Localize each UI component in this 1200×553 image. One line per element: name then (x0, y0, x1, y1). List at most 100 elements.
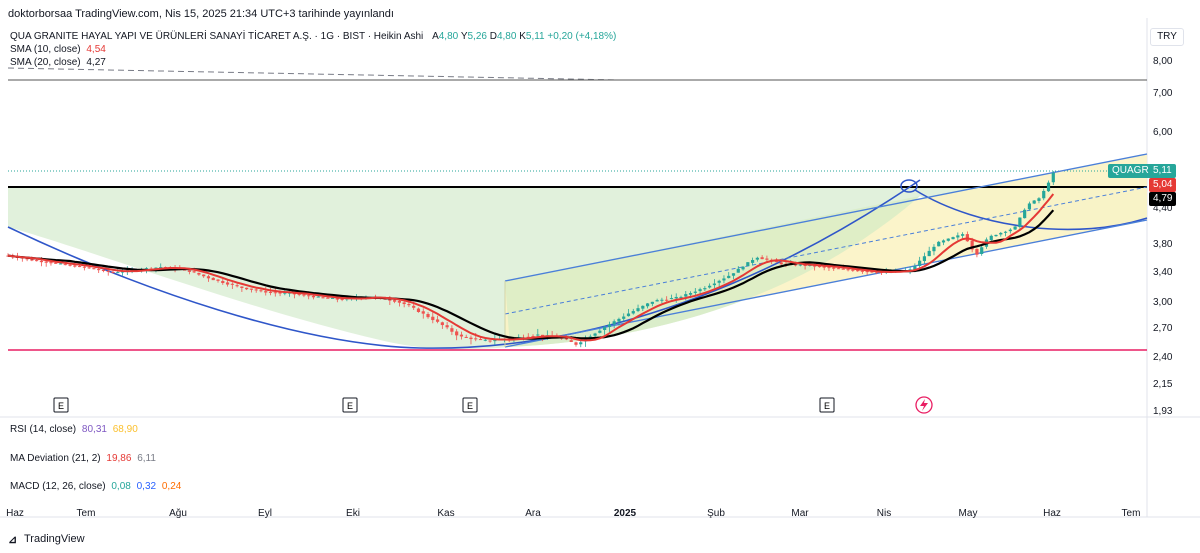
candle (1042, 190, 1046, 199)
candle (402, 302, 406, 305)
candle (493, 340, 497, 342)
candle (455, 331, 459, 336)
candle (1018, 217, 1022, 228)
macd-legend[interactable]: MACD (12, 26, close) 0,08 0,32 0,24 (10, 481, 181, 492)
candle (564, 338, 569, 340)
candle (159, 267, 163, 269)
channel-upper-line[interactable] (504, 153, 1148, 282)
candle (154, 267, 158, 269)
publish-info: doktorborsaa TradingView.com, Nis 15, 20… (8, 8, 394, 20)
time-tick-label: Tem (77, 508, 96, 519)
candle (1013, 226, 1017, 230)
candle (1023, 209, 1027, 219)
earnings-marker[interactable] (53, 397, 69, 413)
candle (674, 296, 678, 299)
candle (717, 280, 721, 283)
candle (698, 289, 702, 292)
candle (1051, 172, 1055, 183)
candle (846, 269, 850, 271)
cup-curve[interactable] (7, 179, 921, 349)
candle (865, 271, 869, 273)
candle (970, 240, 974, 250)
sma10-label: SMA (10, close) (10, 44, 81, 55)
candle (54, 262, 58, 264)
sma20-legend[interactable]: SMA (20, close) 4,27 (10, 57, 106, 68)
candle (860, 270, 864, 272)
rsi-legend[interactable]: RSI (14, close) 80,31 68,90 (10, 424, 138, 435)
macd-line-value: 0,32 (136, 481, 157, 492)
candle (779, 262, 783, 265)
earnings-marker[interactable] (819, 397, 835, 413)
candle (679, 296, 683, 298)
candle (330, 297, 335, 299)
candle (855, 270, 860, 272)
candle (612, 321, 616, 325)
madev-legend[interactable]: MA Deviation (21, 2) 19,86 6,11 (10, 453, 156, 464)
candle (1046, 182, 1051, 192)
candle (798, 264, 802, 266)
time-tick-label: Nis (877, 508, 891, 519)
candle (774, 261, 779, 263)
channel-lower-line[interactable] (504, 219, 1148, 348)
low-value: 4,80 (496, 31, 517, 42)
candle (225, 282, 230, 285)
candle (416, 308, 421, 313)
candle (264, 291, 268, 293)
candle (841, 268, 845, 270)
candle (273, 292, 277, 294)
macd-signal-value: 0,24 (161, 481, 182, 492)
rsi-ma-value: 68,90 (112, 424, 138, 435)
candle (741, 266, 745, 270)
candle (469, 337, 473, 340)
candle (693, 291, 697, 293)
candle (478, 339, 483, 341)
candle (283, 292, 287, 294)
candle (87, 267, 91, 269)
breakout-marker[interactable] (900, 179, 918, 193)
candle (97, 269, 101, 271)
lightning-icon[interactable] (915, 396, 933, 414)
tradingview-brand[interactable]: ⊿ TradingView (8, 533, 85, 546)
candle (684, 294, 688, 297)
candle (35, 260, 39, 262)
time-tick-label: May (959, 508, 978, 519)
candle (230, 283, 234, 285)
earnings-marker[interactable] (462, 397, 478, 413)
candle (1003, 231, 1008, 233)
candle (927, 250, 931, 257)
price-tick-label: 8,00 (1153, 56, 1173, 67)
symbol-legend[interactable]: QUA GRANITE HAYAL YAPI VE ÜRÜNLERİ SANAY… (10, 31, 616, 42)
candle (49, 262, 53, 264)
candle (922, 256, 927, 262)
time-tick-label: 2025 (614, 508, 637, 519)
candle (999, 232, 1003, 235)
dashed-trend-line[interactable] (7, 67, 621, 81)
earnings-marker-label: E (467, 401, 473, 411)
candle (975, 248, 979, 255)
candle (388, 299, 392, 301)
candle (202, 274, 206, 277)
candle (941, 240, 946, 243)
candle (206, 276, 211, 279)
currency-button[interactable]: TRY (1150, 28, 1184, 46)
price-tick-label: 2,15 (1153, 379, 1173, 390)
candle (426, 314, 430, 318)
madev-label: MA Deviation (21, 2) (10, 453, 101, 464)
earnings-marker[interactable] (342, 397, 358, 413)
candle (120, 271, 125, 273)
sma10-legend[interactable]: SMA (10, close) 4,54 (10, 44, 106, 55)
candle (665, 299, 669, 301)
candle (908, 269, 912, 271)
candle (626, 313, 631, 317)
sma10-line[interactable] (7, 193, 1055, 342)
time-axis[interactable]: Haz Tem Ağu Eyl Eki Kas Ara 2025 Şub Mar Nis May Haz… (6, 508, 1140, 519)
time-tick-label: Haz (6, 508, 24, 519)
candle (235, 285, 239, 287)
candle (708, 285, 712, 288)
price-tick-label: 3,40 (1153, 267, 1173, 278)
price-axis[interactable]: 8,00 7,00 6,00 4,40 3,80 3,40 3,00 2,70 2,40 2,15… (1153, 56, 1173, 417)
candle (302, 294, 306, 296)
candle (622, 316, 626, 319)
candle (827, 267, 831, 269)
